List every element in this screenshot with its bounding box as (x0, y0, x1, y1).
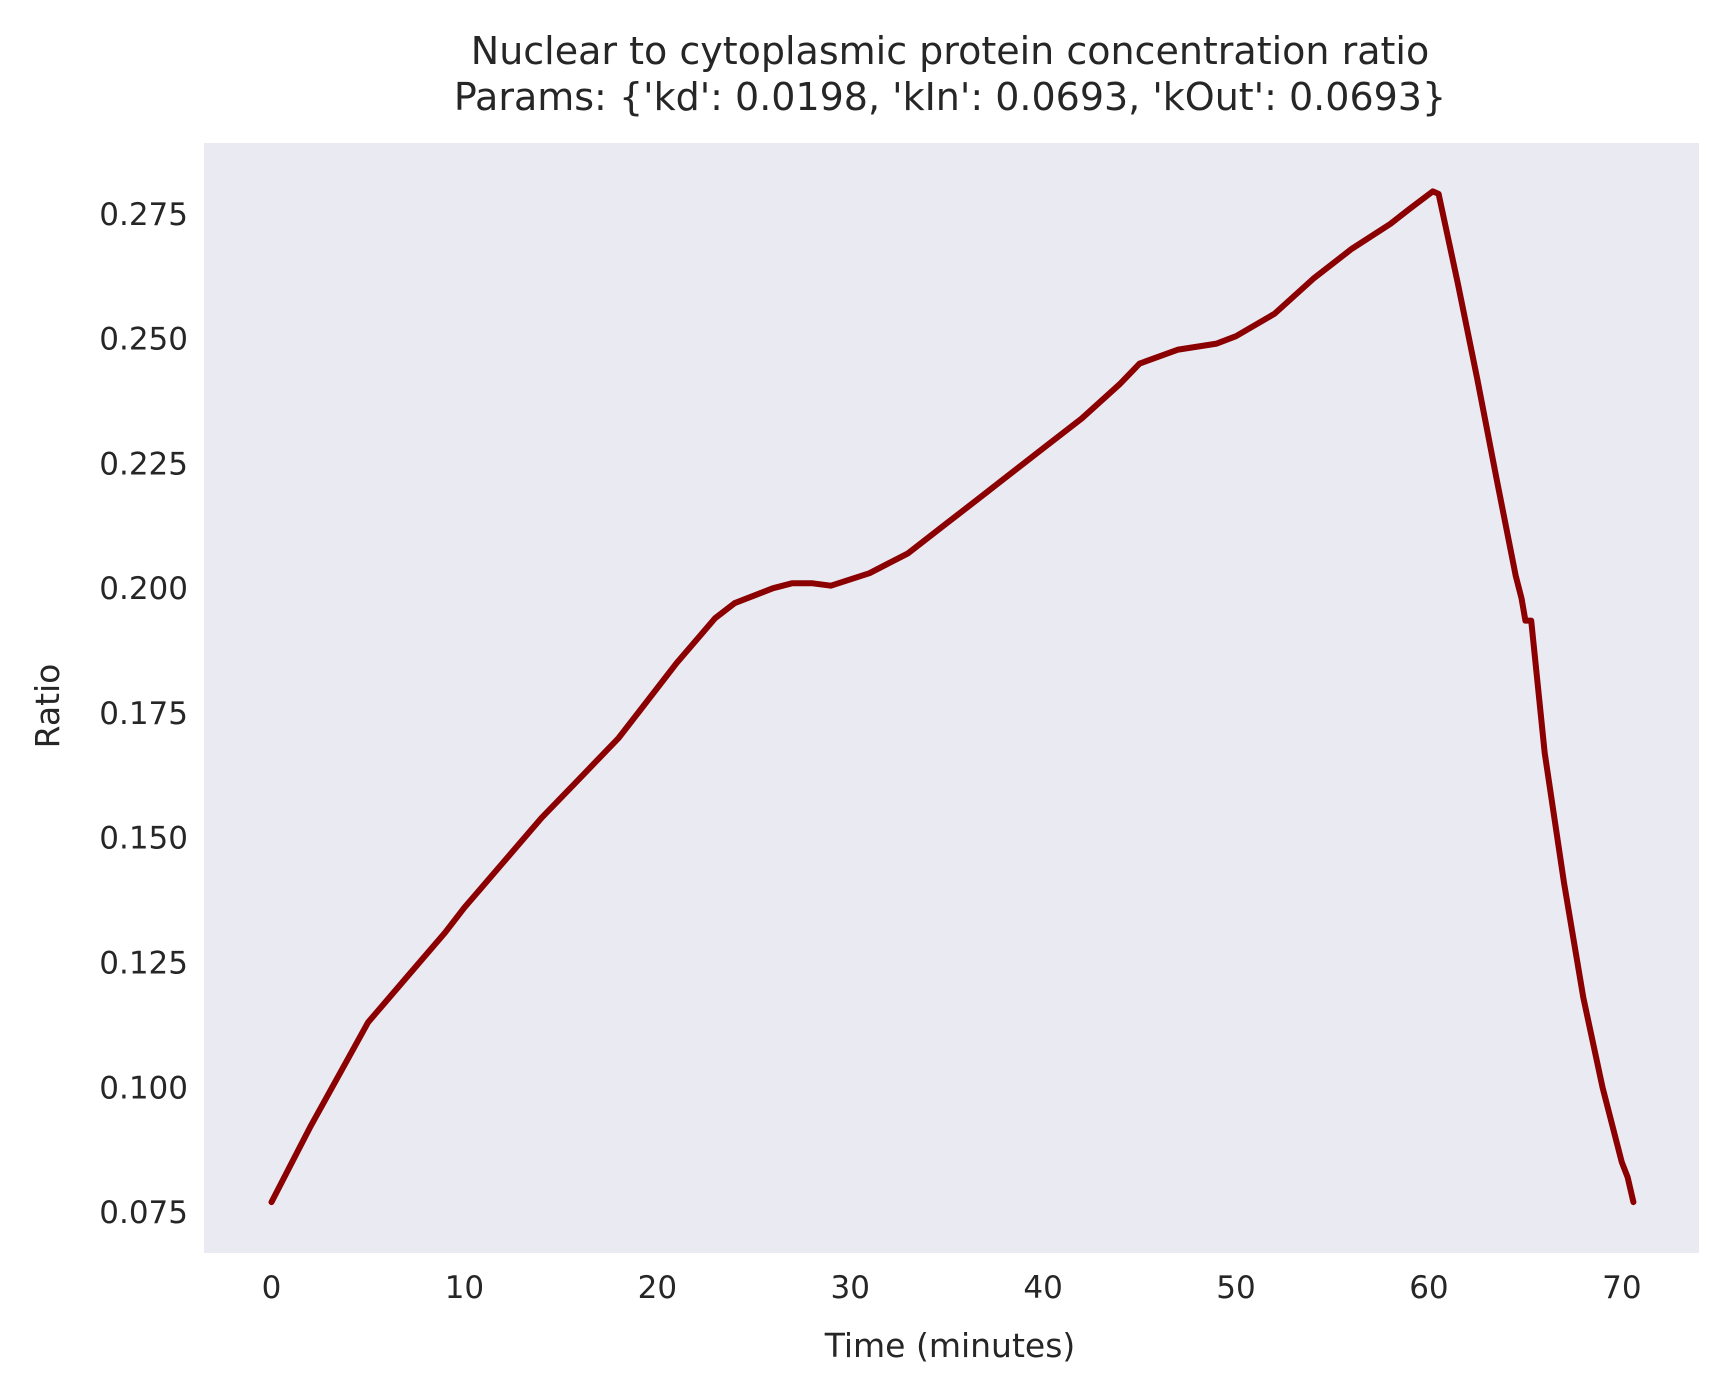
x-tick-label: 60 (1409, 1270, 1448, 1306)
x-tick-label: 0 (262, 1270, 282, 1306)
y-tick-label: 0.200 (99, 571, 188, 607)
y-tick-label: 0.175 (99, 696, 188, 732)
y-tick-label: 0.100 (99, 1070, 188, 1106)
x-axis-ticks: 0 10 20 30 40 50 60 70 (262, 1270, 1642, 1306)
y-tick-label: 0.225 (99, 446, 188, 482)
plot-area (204, 143, 1699, 1253)
x-axis-label: Time (minutes) (824, 1326, 1076, 1365)
x-tick-label: 30 (830, 1270, 869, 1306)
y-tick-label: 0.150 (99, 821, 188, 857)
x-tick-label: 10 (445, 1270, 484, 1306)
series-line (268, 188, 1637, 1206)
y-tick-label: 0.250 (99, 322, 188, 358)
x-tick-label: 50 (1216, 1270, 1255, 1306)
series-layer (268, 188, 1637, 1206)
y-axis-ticks: 0.075 0.100 0.125 0.150 0.175 0.200 0.225 0.250… (99, 197, 188, 1231)
y-axis-label: Ratio (28, 664, 67, 749)
x-tick-label: 40 (1023, 1270, 1062, 1306)
chart-title: Nuclear to cytoplasmic protein concentra… (471, 29, 1429, 73)
y-tick-label: 0.275 (99, 197, 188, 233)
y-tick-label: 0.125 (99, 946, 188, 982)
x-tick-label: 20 (638, 1270, 677, 1306)
chart-subtitle: Params: {'kd': 0.0198, 'kIn': 0.0693, 'k… (454, 75, 1446, 119)
x-tick-label: 70 (1602, 1270, 1641, 1306)
y-tick-label: 0.075 (99, 1195, 188, 1231)
